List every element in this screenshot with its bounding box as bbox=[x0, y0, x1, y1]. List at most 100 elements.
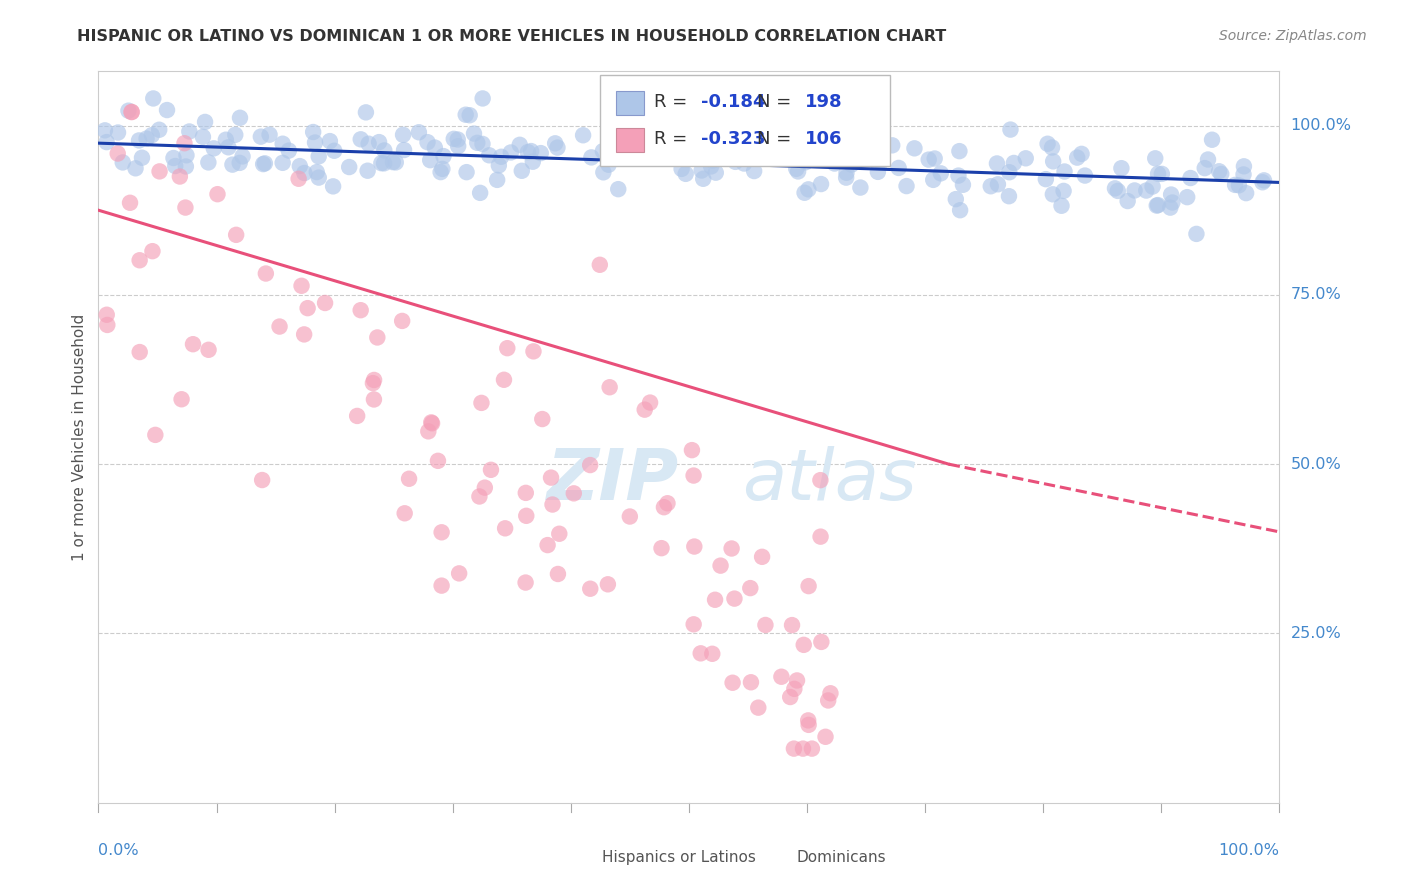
Point bbox=[292, 166, 315, 180]
Point bbox=[96, 135, 118, 149]
Point bbox=[581, 150, 603, 164]
Point bbox=[308, 149, 330, 163]
Point bbox=[675, 167, 697, 181]
Point bbox=[156, 103, 179, 117]
Point bbox=[671, 161, 693, 176]
Point bbox=[323, 144, 346, 158]
Point bbox=[797, 182, 820, 196]
Text: -0.184: -0.184 bbox=[700, 94, 765, 112]
FancyBboxPatch shape bbox=[616, 90, 644, 115]
Point bbox=[702, 647, 724, 661]
Point bbox=[728, 143, 751, 157]
Point bbox=[810, 177, 832, 191]
Point bbox=[128, 345, 150, 359]
Text: -0.323: -0.323 bbox=[700, 130, 765, 148]
Point bbox=[191, 129, 214, 144]
Point bbox=[540, 470, 562, 484]
Point bbox=[515, 508, 537, 523]
Point bbox=[224, 128, 246, 142]
Point bbox=[297, 301, 319, 315]
Point bbox=[520, 144, 543, 158]
Text: ZIP: ZIP bbox=[547, 447, 679, 516]
Point bbox=[650, 541, 672, 556]
Text: 198: 198 bbox=[804, 94, 842, 112]
Point bbox=[794, 155, 817, 169]
Point bbox=[416, 135, 439, 149]
Point bbox=[252, 157, 274, 171]
Point bbox=[866, 165, 889, 179]
Point bbox=[665, 144, 688, 158]
FancyBboxPatch shape bbox=[616, 128, 644, 153]
Point bbox=[142, 91, 165, 105]
Point bbox=[1233, 159, 1256, 173]
Point bbox=[817, 693, 839, 707]
FancyBboxPatch shape bbox=[571, 847, 595, 867]
Point bbox=[1104, 181, 1126, 195]
Point bbox=[870, 154, 893, 169]
Point bbox=[810, 473, 832, 487]
Point bbox=[1135, 184, 1157, 198]
Point bbox=[599, 380, 621, 394]
Point bbox=[1053, 164, 1076, 178]
Point bbox=[141, 128, 163, 143]
Text: HISPANIC OR LATINO VS DOMINICAN 1 OR MORE VEHICLES IN HOUSEHOLD CORRELATION CHAR: HISPANIC OR LATINO VS DOMINICAN 1 OR MOR… bbox=[77, 29, 946, 44]
Point bbox=[835, 170, 858, 185]
Point bbox=[253, 156, 276, 170]
Point bbox=[128, 253, 150, 268]
Point bbox=[835, 145, 858, 160]
Point bbox=[733, 156, 755, 170]
Point bbox=[176, 148, 198, 162]
Point bbox=[515, 575, 537, 590]
Point bbox=[598, 158, 620, 172]
Point bbox=[432, 161, 454, 176]
Point bbox=[197, 343, 219, 357]
Point bbox=[269, 319, 291, 334]
Point bbox=[1223, 178, 1246, 192]
Point bbox=[692, 171, 714, 186]
Point bbox=[740, 675, 762, 690]
Point bbox=[496, 341, 519, 355]
Point bbox=[1175, 190, 1198, 204]
Point bbox=[225, 227, 247, 242]
Point bbox=[447, 132, 470, 146]
Point bbox=[849, 180, 872, 194]
Point bbox=[468, 490, 491, 504]
Point bbox=[742, 164, 765, 178]
Point bbox=[619, 509, 641, 524]
Point bbox=[392, 143, 415, 157]
Point bbox=[471, 91, 494, 105]
Point bbox=[1147, 198, 1170, 212]
Point bbox=[1116, 194, 1139, 208]
Point bbox=[800, 741, 823, 756]
Point bbox=[579, 458, 602, 472]
Point bbox=[1234, 186, 1257, 201]
Point bbox=[987, 178, 1010, 192]
Point bbox=[1147, 167, 1170, 181]
Point bbox=[384, 155, 406, 169]
Point bbox=[922, 173, 945, 187]
Point bbox=[702, 153, 724, 168]
Point bbox=[363, 373, 385, 387]
Point bbox=[197, 155, 219, 169]
Point bbox=[754, 618, 776, 632]
Point bbox=[94, 123, 117, 137]
Point bbox=[363, 392, 385, 407]
Point bbox=[835, 166, 858, 180]
Point bbox=[162, 151, 184, 165]
Point bbox=[391, 314, 413, 328]
Point bbox=[228, 156, 250, 170]
Point bbox=[458, 108, 481, 122]
Y-axis label: 1 or more Vehicles in Household: 1 or more Vehicles in Household bbox=[72, 313, 87, 561]
Point bbox=[174, 201, 197, 215]
Text: Hispanics or Latinos: Hispanics or Latinos bbox=[602, 850, 755, 865]
Point bbox=[682, 617, 704, 632]
Point bbox=[418, 425, 440, 439]
Point bbox=[148, 122, 170, 136]
Point bbox=[107, 126, 129, 140]
Point bbox=[652, 500, 675, 515]
Point bbox=[456, 165, 478, 179]
Point bbox=[468, 186, 491, 200]
Point bbox=[681, 150, 703, 164]
Point bbox=[489, 150, 512, 164]
Point bbox=[179, 124, 201, 138]
